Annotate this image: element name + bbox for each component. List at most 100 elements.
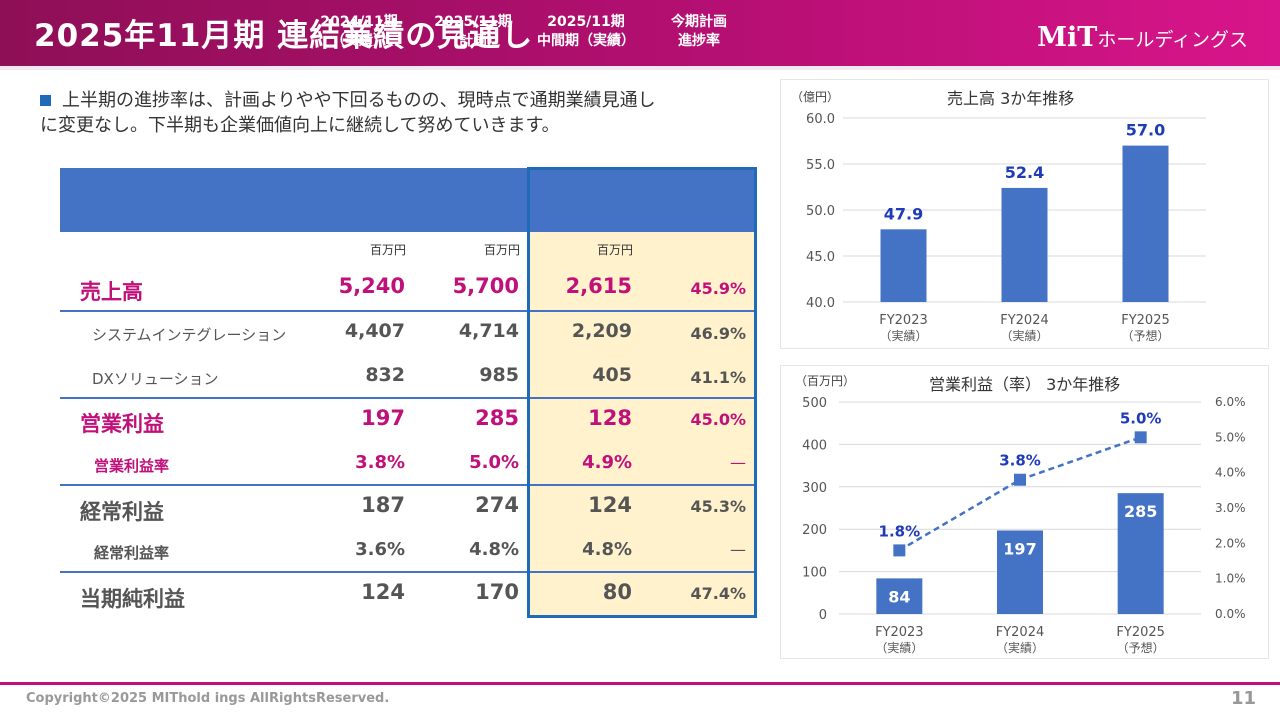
- row-label-revenue: 売上高: [80, 280, 143, 304]
- data-label: 52.4: [1005, 163, 1044, 182]
- operating-profit-chart-panel: （百万円） 営業利益（率） 3か年推移 0 100 200 300 400 500 0.0%…: [781, 366, 1268, 658]
- col-header-line: 今期計画: [671, 14, 727, 30]
- table-cell: 197: [361, 406, 405, 430]
- bar: [880, 229, 927, 302]
- bar: [997, 530, 1043, 614]
- x-tick-note: （実績）: [875, 640, 923, 655]
- col-header-line: 2024/11期: [320, 14, 398, 30]
- x-tick-label: FY2023: [879, 313, 928, 328]
- page-number: 11: [1230, 688, 1256, 709]
- x-tick-label: FY2025: [1121, 313, 1170, 328]
- table-cell: 3.6%: [355, 539, 405, 560]
- chart-title: 営業利益（率） 3か年推移: [929, 375, 1121, 394]
- y2-tick-label: 5.0%: [1215, 430, 1246, 444]
- line-marker: [1134, 431, 1147, 444]
- table-cell: 124: [361, 580, 405, 604]
- x-tick-label: FY2025: [1116, 625, 1165, 640]
- table-cell: 985: [479, 364, 519, 386]
- table-cell: 187: [361, 493, 405, 517]
- table-cell: 5,240: [338, 274, 405, 298]
- table-cell: 45.3%: [690, 497, 746, 516]
- data-label: 197: [1003, 539, 1036, 558]
- y-tick-label: 200: [802, 523, 827, 538]
- bar: [876, 578, 923, 614]
- y2-tick-label: 1.0%: [1215, 572, 1246, 586]
- line-marker: [893, 544, 906, 557]
- summary-line-2: に変更なし。下半期も企業価値向上に継続して努めていきます。: [40, 115, 560, 136]
- revenue-chart: 40.045.050.055.060.047.9FY2023（実績）52.4FY…: [806, 112, 1206, 343]
- table-cell: 80: [602, 580, 632, 604]
- company-logo: MiTホールディングス: [1037, 22, 1248, 53]
- y-tick-label: 60.0: [806, 112, 835, 127]
- slide-title: 2025年11月期 連結業績の見通し: [34, 18, 534, 54]
- summary-line-1: 上半期の進捗率は、計画よりやや下回るものの、現時点で通期業績見通し: [62, 90, 656, 111]
- table-header: [60, 168, 757, 232]
- margin-line: [898, 436, 1142, 552]
- table-cell: 2,615: [565, 274, 632, 298]
- row-divider: [60, 397, 757, 399]
- data-label: 285: [1124, 502, 1157, 521]
- y-tick-label: 45.0: [806, 250, 835, 265]
- table-cell: 124: [588, 493, 632, 517]
- table-cell: 128: [588, 406, 632, 430]
- y-tick-label: 40.0: [806, 296, 835, 311]
- col-header-line: 中間期（実績）: [537, 33, 635, 49]
- table-cell: 45.9%: [690, 279, 746, 298]
- x-tick-note: （実績）: [879, 328, 927, 343]
- y-tick-label: 55.0: [806, 158, 835, 173]
- x-tick-note: （予想）: [1121, 328, 1169, 343]
- table-cell: 5.0%: [469, 452, 519, 473]
- y2-tick-label: 2.0%: [1215, 536, 1246, 550]
- row-label-si: システムインテグレーション: [92, 326, 287, 344]
- table-cell: 405: [592, 364, 632, 386]
- table-cell: 4,714: [458, 320, 519, 342]
- y-tick-label: 500: [802, 396, 827, 411]
- table-cell: 4,407: [344, 320, 405, 342]
- table-cell: —: [730, 540, 746, 559]
- table-cell: 45.0%: [690, 410, 746, 429]
- chart-title: 売上高 3か年推移: [947, 89, 1075, 108]
- unit-label: 百万円: [483, 243, 520, 257]
- row-label-net-income: 当期純利益: [80, 587, 185, 611]
- y2-tick-label: 4.0%: [1215, 466, 1246, 480]
- bar: [1122, 145, 1169, 302]
- x-tick-note: （実績）: [996, 640, 1044, 655]
- table-cell: 2,209: [571, 320, 632, 342]
- col-header-fy2025-interim: 2025/11期 中間期（実績）: [530, 13, 642, 51]
- chart-unit-label: （億円）: [791, 90, 840, 104]
- x-tick-label: FY2024: [996, 625, 1045, 640]
- x-tick-note: （予想）: [1117, 640, 1165, 655]
- header-bar: 2025年11月期 連結業績の見通し MiTホールディングス: [0, 0, 1280, 66]
- x-tick-label: FY2023: [875, 625, 924, 640]
- x-tick-note: （実績）: [1000, 328, 1048, 343]
- table-cell: 4.8%: [582, 539, 632, 560]
- col-header-line: 進捗率: [678, 33, 720, 49]
- col-header-line: （実績）: [331, 33, 387, 49]
- y2-tick-label: 0.0%: [1215, 607, 1246, 621]
- table-cell: 274: [475, 493, 519, 517]
- table-cell: 5,700: [452, 274, 519, 298]
- highlight-column-frame: [527, 167, 757, 618]
- col-header-fy2025-plan: 2025/11期 （計画）: [417, 13, 529, 51]
- table-cell: 47.4%: [690, 584, 746, 603]
- table-cell: 46.9%: [690, 324, 746, 343]
- y2-tick-label: 6.0%: [1215, 395, 1246, 409]
- data-label: 84: [888, 587, 910, 606]
- bar: [1001, 187, 1048, 302]
- line-marker: [1014, 473, 1026, 486]
- col-header-progress: 今期計画 進捗率: [642, 13, 756, 51]
- unit-label: 百万円: [369, 243, 406, 257]
- y-tick-label: 400: [802, 438, 827, 453]
- y-tick-label: 100: [802, 566, 827, 581]
- col-header-line: 2025/11期: [547, 14, 625, 30]
- table-cell: 170: [475, 580, 519, 604]
- table-cell: 832: [365, 364, 405, 386]
- logo-mark: MiT: [1037, 22, 1098, 53]
- line-data-label: 5.0%: [1120, 409, 1162, 427]
- y-tick-label: 300: [802, 481, 827, 496]
- line-data-label: 1.8%: [879, 522, 921, 540]
- chart-unit-label: （百万円）: [795, 374, 856, 388]
- row-divider: [60, 310, 757, 312]
- line-data-label: 3.8%: [999, 452, 1041, 470]
